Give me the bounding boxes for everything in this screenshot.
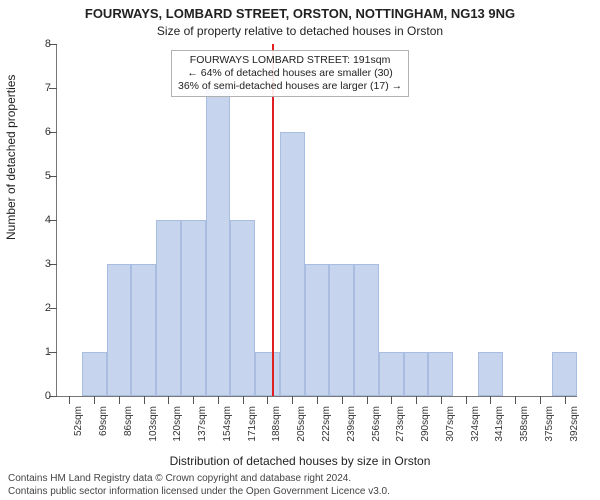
y-tick-label: 1 <box>27 346 51 358</box>
y-tick-label: 8 <box>27 38 51 50</box>
y-axis-label: Number of detached properties <box>4 75 18 240</box>
histogram-bar <box>354 264 379 396</box>
histogram-bar <box>552 352 577 396</box>
histogram-bar <box>428 352 453 396</box>
chart-container: FOURWAYS, LOMBARD STREET, ORSTON, NOTTIN… <box>0 0 600 500</box>
x-tick <box>193 396 194 404</box>
histogram-bar <box>156 220 181 396</box>
footer-line2: Contains public sector information licen… <box>8 486 390 497</box>
x-tick <box>391 396 392 404</box>
x-tick <box>69 396 70 404</box>
histogram-bar <box>329 264 354 396</box>
annotation-line1: FOURWAYS LOMBARD STREET: 191sqm <box>190 54 391 66</box>
x-tick <box>367 396 368 404</box>
y-tick-label: 7 <box>27 82 51 94</box>
x-tick <box>565 396 566 404</box>
histogram-bar <box>305 264 330 396</box>
histogram-bar <box>478 352 503 396</box>
x-tick <box>218 396 219 404</box>
x-tick <box>119 396 120 404</box>
x-tick <box>540 396 541 404</box>
x-tick <box>466 396 467 404</box>
histogram-bar <box>107 264 132 396</box>
histogram-bar <box>404 352 429 396</box>
y-tick-label: 0 <box>27 390 51 402</box>
histogram-bar <box>131 264 156 396</box>
y-tick-label: 2 <box>27 302 51 314</box>
x-axis-label: Distribution of detached houses by size … <box>0 454 600 468</box>
x-tick <box>342 396 343 404</box>
annotation-line2: ← 64% of detached houses are smaller (30… <box>187 67 392 79</box>
x-tick <box>292 396 293 404</box>
x-tick <box>243 396 244 404</box>
chart-title-line2: Size of property relative to detached ho… <box>0 24 600 38</box>
annotation-box: FOURWAYS LOMBARD STREET: 191sqm← 64% of … <box>171 50 409 97</box>
histogram-bar <box>379 352 404 396</box>
x-tick <box>94 396 95 404</box>
y-tick-label: 3 <box>27 258 51 270</box>
x-tick <box>416 396 417 404</box>
histogram-bar <box>181 220 206 396</box>
y-tick-label: 4 <box>27 214 51 226</box>
y-tick-label: 5 <box>27 170 51 182</box>
annotation-line3: 36% of semi-detached houses are larger (… <box>178 80 402 92</box>
chart-title-line1: FOURWAYS, LOMBARD STREET, ORSTON, NOTTIN… <box>0 6 600 21</box>
x-tick <box>515 396 516 404</box>
footer: Contains HM Land Registry data © Crown c… <box>8 473 592 498</box>
histogram-bar <box>280 132 305 396</box>
histogram-bar <box>206 88 231 396</box>
x-tick <box>490 396 491 404</box>
histogram-bar <box>230 220 255 396</box>
histogram-bar <box>255 352 280 396</box>
footer-line1: Contains HM Land Registry data © Crown c… <box>8 473 351 484</box>
plot-area: 01234567852sqm69sqm86sqm103sqm120sqm137s… <box>56 44 577 397</box>
x-tick <box>144 396 145 404</box>
histogram-bar <box>82 352 107 396</box>
y-tick-label: 6 <box>27 126 51 138</box>
x-tick <box>267 396 268 404</box>
x-tick <box>441 396 442 404</box>
x-tick <box>317 396 318 404</box>
x-tick <box>168 396 169 404</box>
